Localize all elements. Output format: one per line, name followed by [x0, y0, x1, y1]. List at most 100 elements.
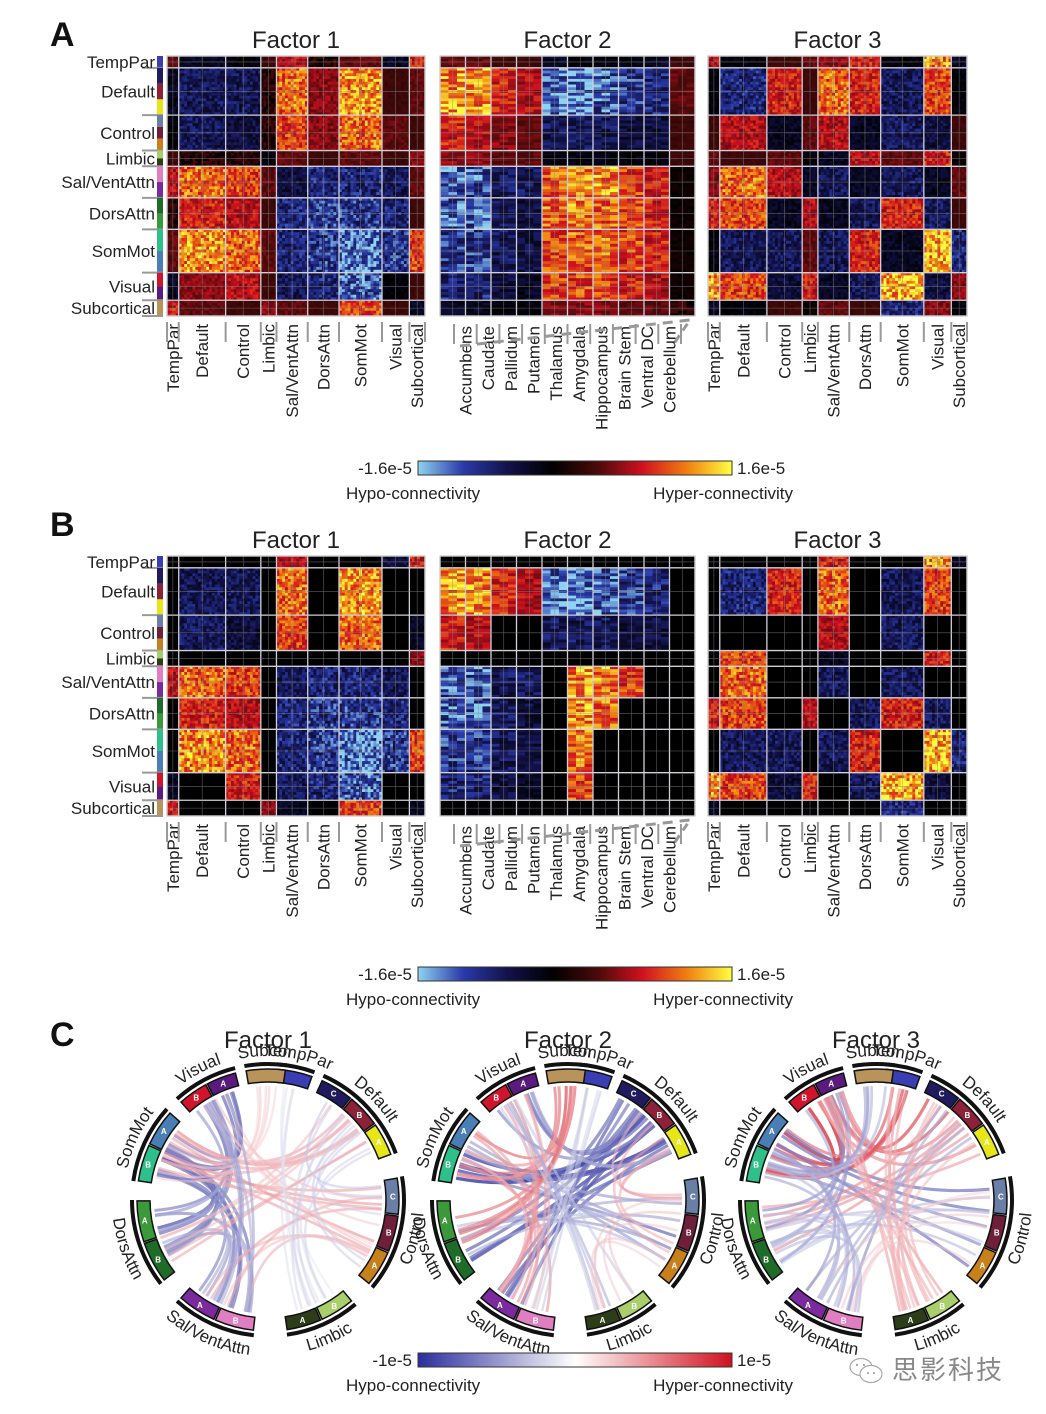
panel-letter-b: B — [50, 506, 75, 544]
heatmap-factor-3 — [708, 56, 967, 316]
column-labels: Accumbens Caudate Pallidum Putamen Thalamus A… — [454, 324, 681, 430]
col-label-amygdala: Amygdala — [570, 825, 589, 901]
col-label-temppar: TempPar — [164, 824, 183, 892]
network-color-strip — [157, 300, 163, 316]
heatmap-factor-1 — [167, 56, 425, 316]
subnet-letter: A — [461, 1127, 467, 1136]
network-color-strip — [157, 714, 163, 730]
col-label-salventattn: Sal/VentAttn — [825, 324, 844, 418]
network-color-strip — [157, 556, 163, 568]
row-label-limbic: Limbic — [106, 149, 156, 168]
colorbar-heatmap-b: -1.6e-5 1.6e-5 Hypo-connectivity Hyper-c… — [346, 965, 793, 1009]
subnet-letter: A — [908, 1316, 914, 1325]
row-label-temppar: TempPar — [87, 53, 155, 72]
row-label-visual: Visual — [109, 277, 155, 296]
subnet-letter: B — [331, 1302, 337, 1311]
subnet-letter: B — [155, 1256, 161, 1265]
col-label-default: Default — [193, 324, 212, 378]
colorbar-hypo-caption: Hypo-connectivity — [346, 1376, 481, 1395]
heatmap-factor-3 — [708, 556, 967, 816]
subnet-letter: B — [753, 1160, 759, 1169]
network-color-strip — [157, 214, 163, 230]
network-color-strip — [157, 166, 163, 182]
col-label-amygdala: Amygdala — [570, 325, 589, 401]
colorbar-max-label: 1.6e-5 — [737, 965, 785, 984]
subnet-letter: A — [520, 1079, 526, 1088]
subnet-letter: B — [455, 1256, 461, 1265]
col-label-hippocampus: Hippocampus — [593, 826, 612, 930]
colorbar-min-label: -1e-5 — [372, 1351, 412, 1370]
subnet-letter: A — [769, 1127, 775, 1136]
row-label-subcortical: Subcortical — [71, 299, 155, 318]
subnet-letter: A — [750, 1217, 756, 1226]
subnet-letter: A — [828, 1079, 834, 1088]
row-label-sommot: SomMot — [92, 742, 156, 761]
subnet-letter: A — [197, 1301, 203, 1310]
network-color-strip — [157, 158, 163, 166]
colorbar-gradient — [418, 967, 732, 981]
col-label-control: Control — [234, 824, 253, 879]
network-color-strip — [157, 198, 163, 214]
network-color-strip — [157, 251, 163, 273]
network-color-strip — [157, 627, 163, 639]
col-label-temppar: TempPar — [164, 324, 183, 392]
subnet-letter: C — [939, 1090, 945, 1099]
col-label-brainstem: Brain Stem — [615, 826, 634, 910]
subnet-letter: B — [533, 1317, 539, 1326]
column-labels: TempPar Default Control Limbic Sal/VentAttn D… — [705, 322, 969, 418]
network-color-strip — [157, 584, 163, 600]
col-label-temppar: TempPar — [705, 824, 724, 892]
subnet-letter: B — [631, 1302, 637, 1311]
col-label-dorsattn: DorsAttn — [314, 824, 333, 890]
network-color-strip — [157, 751, 163, 773]
subnet-letter: A — [600, 1316, 606, 1325]
col-label-dorsattn: DorsAttn — [856, 324, 875, 390]
col-label-brainstem: Brain Stem — [615, 326, 634, 410]
subnet-letter: B — [657, 1111, 663, 1120]
chord-label-control: Control — [1004, 1212, 1036, 1268]
heatmap-factor-1 — [167, 556, 425, 816]
subnet-letter: C — [690, 1192, 696, 1201]
colorbar-min-label: -1.6e-5 — [358, 459, 412, 478]
chord-links — [762, 1086, 990, 1312]
colorbar-chord: -1e-5 1e-5 Hypo-connectivity Hyper-conne… — [346, 1351, 793, 1395]
subnet-letter: B — [841, 1317, 847, 1326]
network-color-strip — [157, 729, 163, 751]
row-label-limbic: Limbic — [106, 649, 156, 668]
col-label-accumbens: Accumbens — [456, 826, 475, 915]
subnet-letter: A — [376, 1138, 382, 1147]
colorbar-gradient — [418, 461, 732, 475]
subnet-letter: A — [161, 1127, 167, 1136]
panel-letter-a: A — [50, 16, 75, 54]
col-label-default: Default — [734, 324, 753, 378]
chord-subnet-segment — [246, 1069, 285, 1084]
col-label-caudate: Caudate — [479, 326, 498, 390]
col-label-sommot: SomMot — [893, 824, 912, 888]
network-color-strip — [157, 658, 163, 666]
col-label-control: Control — [776, 824, 795, 879]
col-label-ventraldc: Ventral DC — [638, 326, 657, 408]
network-color-strip — [157, 786, 163, 800]
subnet-letter: B — [386, 1228, 392, 1237]
col-label-visual: Visual — [929, 824, 948, 870]
row-labels: TempParDefaultControlLimbicSal/VentAttnD… — [61, 53, 163, 318]
heatmap-title: Factor 3 — [793, 527, 881, 554]
col-label-dorsattn: DorsAttn — [856, 824, 875, 890]
subnet-letter: B — [193, 1094, 199, 1103]
network-color-strip — [157, 115, 163, 127]
subnet-letter: B — [493, 1094, 499, 1103]
row-label-default: Default — [101, 82, 155, 101]
network-color-strip — [157, 666, 163, 682]
col-label-sommot: SomMot — [352, 824, 371, 888]
network-color-strip — [157, 773, 163, 787]
network-color-strip — [157, 139, 163, 151]
network-color-strip — [157, 615, 163, 627]
network-color-strip — [157, 286, 163, 300]
